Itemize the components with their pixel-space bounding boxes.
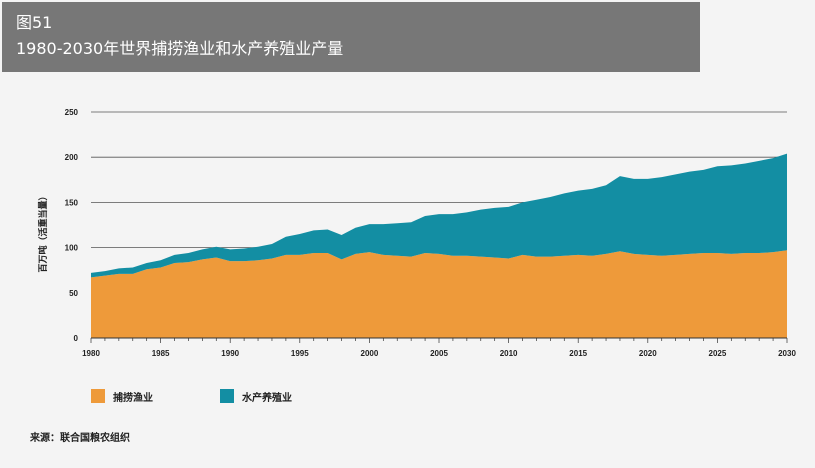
figure-number: 图51	[16, 13, 53, 32]
y-tick-label: 50	[69, 289, 78, 298]
y-axis-label: 百万吨（活重当量）	[37, 191, 49, 272]
legend-label-capture: 捕捞渔业	[113, 392, 153, 404]
x-tick-label: 2020	[639, 349, 657, 358]
area-series-aquaculture	[91, 153, 787, 278]
legend-swatch-capture	[91, 389, 105, 403]
area-series-capture	[91, 250, 787, 338]
x-tick-label: 2030	[778, 349, 796, 358]
x-tick-label: 2000	[361, 349, 379, 358]
y-tick-label: 100	[65, 244, 79, 253]
x-tick-label: 2015	[569, 349, 587, 358]
x-tick-label: 1990	[221, 349, 239, 358]
figure-title: 1980-2030年世界捕捞渔业和水产养殖业产量	[16, 39, 344, 58]
legend-item-capture: 捕捞渔业	[91, 388, 153, 404]
x-tick-label: 1995	[291, 349, 309, 358]
y-tick-label: 200	[65, 153, 79, 162]
source-note: 来源：联合国粮农组织	[30, 433, 130, 444]
axis-layer: 0 50 100 150 200 250 1980 1985 1990 1995 2000 2005 2…	[65, 108, 797, 358]
y-tick-label: 0	[74, 334, 79, 343]
legend-item-aquaculture: 水产养殖业	[220, 388, 292, 404]
x-tick-label: 1980	[82, 349, 100, 358]
figure-header: 图51 1980-2030年世界捕捞渔业和水产养殖业产量	[2, 2, 700, 72]
x-tick-label: 2010	[500, 349, 518, 358]
x-tick-label: 2025	[709, 349, 727, 358]
legend-swatch-aquaculture	[220, 389, 234, 403]
legend-label-aquaculture: 水产养殖业	[242, 392, 292, 404]
area-layer	[91, 153, 787, 338]
x-tick-label: 2005	[430, 349, 448, 358]
y-tick-label: 150	[65, 198, 79, 207]
x-tick-label: 1985	[152, 349, 170, 358]
y-tick-label: 250	[65, 108, 79, 117]
